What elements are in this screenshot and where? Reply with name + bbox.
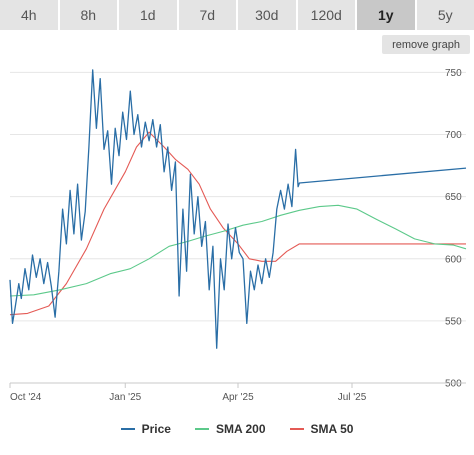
legend-item-sma200[interactable]: SMA 200 <box>194 422 266 436</box>
legend-item-sma50[interactable]: SMA 50 <box>289 422 354 436</box>
legend-label-sma200: SMA 200 <box>215 422 266 436</box>
legend-swatch-sma50 <box>289 428 304 430</box>
x-tick-label-1: Jan '25 <box>109 392 141 403</box>
tab-30d[interactable]: 30d <box>238 0 296 30</box>
legend-label-sma50: SMA 50 <box>310 422 354 436</box>
legend-swatch-price <box>120 428 135 430</box>
y-tick-label-750: 750 <box>445 68 462 79</box>
tab-1d[interactable]: 1d <box>119 0 177 30</box>
remove-graph-button[interactable]: remove graph <box>382 35 470 54</box>
x-tick-label-0: Oct '24 <box>10 392 42 403</box>
y-tick-label-700: 700 <box>445 130 462 141</box>
tab-5y[interactable]: 5y <box>416 0 474 30</box>
series-line-sma-200 <box>9 204 467 297</box>
tab-4h[interactable]: 4h <box>0 0 58 30</box>
y-tick-label-600: 600 <box>445 254 462 265</box>
legend-swatch-sma200 <box>194 428 209 430</box>
legend-item-price[interactable]: Price <box>120 422 171 436</box>
x-tick-label-2: Apr '25 <box>222 392 254 403</box>
series-line-price <box>9 69 467 349</box>
tab-1y[interactable]: 1y <box>357 0 415 30</box>
tab-120d[interactable]: 120d <box>297 0 355 30</box>
x-tick-label-3: Jul '25 <box>338 392 367 403</box>
timeframe-tabs: 4h 8h 1d 7d 30d 120d 1y 5y <box>0 0 474 30</box>
y-tick-label-550: 550 <box>445 316 462 327</box>
legend-label-price: Price <box>141 422 171 436</box>
y-tick-label-650: 650 <box>445 192 462 203</box>
chart-legend: Price SMA 200 SMA 50 <box>0 418 474 440</box>
series-line-sma-50 <box>9 131 466 316</box>
y-tick-label-500: 500 <box>445 379 462 390</box>
tab-7d[interactable]: 7d <box>178 0 236 30</box>
tab-8h[interactable]: 8h <box>59 0 117 30</box>
